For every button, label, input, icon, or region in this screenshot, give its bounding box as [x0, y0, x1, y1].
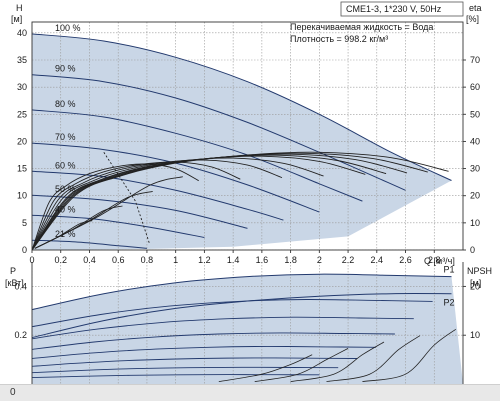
head-curve-label: 21 %	[55, 229, 76, 239]
y-tick-label: 15	[17, 164, 27, 174]
x-tick-label: 1.4	[227, 255, 240, 265]
title-box	[340, 1, 464, 17]
npsh-curve	[326, 335, 421, 382]
x-tick-label: 2.8	[428, 255, 441, 265]
head-curve-80pct	[32, 109, 363, 202]
x-tick-label: 2.4	[371, 255, 384, 265]
liquid-annotation: Перекачиваемая жидкость = Вода	[290, 22, 433, 32]
npsh-tick-label: 20	[470, 281, 480, 291]
x-axis-label: Q [м³/ч]	[424, 256, 455, 266]
efficiency-curve	[32, 163, 199, 250]
y2-tick-label: 10	[470, 218, 480, 228]
power-curve-label: P2	[444, 298, 455, 308]
npsh-curve	[290, 341, 385, 382]
power-axis-name: P	[10, 266, 16, 276]
x-tick-label: 0.6	[112, 255, 125, 265]
npsh-tick-label: 10	[470, 330, 480, 340]
x-tick-label: 2.6	[399, 255, 412, 265]
x-tick-label: 0.8	[141, 255, 154, 265]
efficiency-curve	[32, 159, 283, 250]
head-curve-label: 60 %	[55, 160, 76, 170]
chart-title: CME1-3, 1*230 V, 50Hz	[346, 4, 442, 14]
power-curve-reduced	[32, 332, 395, 350]
efficiency-ray	[34, 176, 183, 249]
y-tick-label: 5	[22, 218, 27, 228]
top-plot-frame	[31, 21, 464, 251]
power-curve-label: P1	[444, 265, 455, 275]
y2-tick-label: 60	[470, 82, 480, 92]
x-tick-label: 2.2	[342, 255, 355, 265]
y2-axis-unit: [%]	[466, 14, 479, 24]
power-curve-p1	[32, 273, 452, 311]
x-tick-label: 1.8	[284, 255, 297, 265]
x-tick-label: 2	[317, 255, 322, 265]
x-tick-label: 1	[173, 255, 178, 265]
power-curve-reduced	[32, 299, 433, 328]
power-tick-label: 0.4	[14, 281, 27, 291]
head-curve-100pct	[32, 33, 452, 181]
head-curve-90pct	[32, 74, 406, 191]
y-tick-label: 35	[17, 55, 27, 65]
min-flow-boundary	[103, 152, 151, 245]
npsh-curve	[362, 328, 457, 382]
head-curve-label: 90 %	[55, 64, 76, 74]
y2-axis-name: eta	[469, 3, 482, 13]
y-tick-label: 20	[17, 136, 27, 146]
head-curve-label: 70 %	[55, 132, 76, 142]
npsh-axis-unit: [м]	[470, 278, 481, 288]
status-bar: 0	[0, 384, 500, 401]
power-curve-reduced	[32, 374, 320, 379]
x-tick-label: 0.2	[54, 255, 67, 265]
density-annotation: Плотность = 998.2 кг/м³	[290, 34, 388, 44]
power-curve-reduced	[32, 366, 339, 374]
y-axis-name: H	[16, 3, 23, 13]
power-range-area	[32, 274, 463, 384]
x-tick-label: 1.2	[198, 255, 211, 265]
x-tick-label: 0	[29, 255, 34, 265]
power-tick-label: 0.2	[14, 330, 27, 340]
x-tick-label: 0.4	[83, 255, 96, 265]
power-curve-reduced	[32, 345, 377, 359]
y2-tick-label: 50	[470, 109, 480, 119]
y2-tick-label: 0	[470, 245, 475, 255]
y-axis-unit: [м]	[11, 14, 22, 24]
head-curve-label: 50 %	[55, 184, 76, 194]
y-tick-label: 0	[22, 245, 27, 255]
npsh-curve	[218, 354, 313, 382]
npsh-axis-name: NPSH	[467, 266, 492, 276]
x-tick-label: 1.6	[256, 255, 269, 265]
head-curve-label: 40 %	[55, 204, 76, 214]
power-curve-reduced	[32, 316, 414, 340]
y2-tick-label: 30	[470, 164, 480, 174]
head-curve-label: 100 %	[55, 23, 81, 33]
status-bar-value: 0	[10, 387, 16, 398]
power-curve-reduced	[32, 357, 358, 367]
pump-curve-chart: CME1-3, 1*230 V, 50Hz Перекачиваемая жид…	[5, 1, 492, 384]
efficiency-curve	[32, 157, 324, 250]
y-tick-label: 10	[17, 191, 27, 201]
y2-tick-label: 40	[470, 136, 480, 146]
y-tick-label: 30	[17, 82, 27, 92]
power-axis-unit: [кВт]	[5, 278, 24, 288]
npsh-curve	[254, 348, 349, 382]
y2-tick-label: 20	[470, 191, 480, 201]
head-curve-label: 80 %	[55, 99, 76, 109]
y-tick-label: 40	[17, 28, 27, 38]
efficiency-curve	[32, 161, 241, 250]
y-tick-label: 25	[17, 109, 27, 119]
head-curve-60pct	[32, 170, 284, 221]
y2-tick-label: 70	[470, 55, 480, 65]
